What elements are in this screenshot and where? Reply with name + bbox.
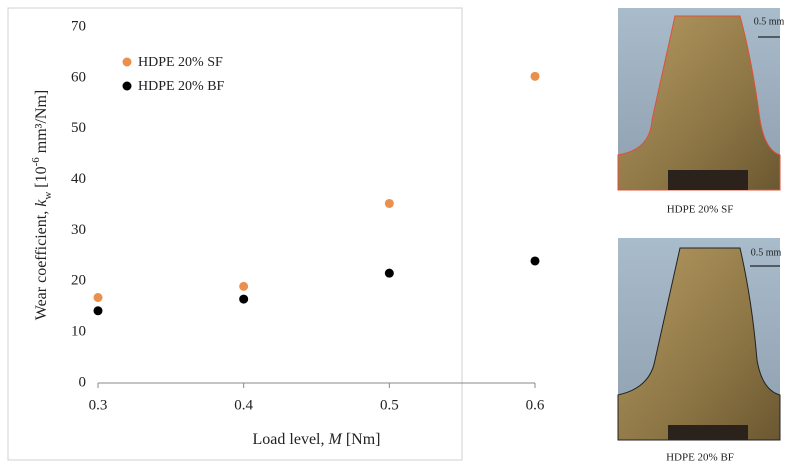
x-tick-label: 0.6 xyxy=(526,397,545,413)
tooth-profile xyxy=(617,247,781,441)
legend-marker xyxy=(122,81,132,91)
legend-marker xyxy=(122,57,132,67)
x-tick-label: 0.3 xyxy=(89,397,108,413)
data-point xyxy=(239,294,249,304)
photo-caption: HDPE 20% BF xyxy=(666,452,734,464)
y-label-part: Wear coefficient, xyxy=(33,207,50,320)
photo-shadow xyxy=(668,170,748,190)
y-tick-label: 60 xyxy=(71,69,86,85)
y-tick-label: 10 xyxy=(71,324,86,340)
y-tick-label: 30 xyxy=(71,222,86,238)
y-label-part: w xyxy=(42,192,54,200)
photo-shadow xyxy=(668,425,748,440)
y-label-part: k xyxy=(33,199,50,207)
data-point xyxy=(384,268,394,278)
y-axis-label: Wear coefficient, kw [10-6 mm³/Nm] xyxy=(30,90,54,321)
x-label-part: Load level, xyxy=(253,431,329,448)
tooth-profile xyxy=(617,15,781,191)
x-label-part: M xyxy=(327,431,343,448)
y-label-part: mm³/Nm] xyxy=(33,90,50,157)
scale-label: 0.5 mm xyxy=(751,247,782,258)
data-point xyxy=(384,198,394,208)
y-label-part: -6 xyxy=(30,157,42,167)
data-point xyxy=(530,71,540,81)
data-point xyxy=(239,281,249,291)
x-tick-label: 0.4 xyxy=(234,397,253,413)
x-axis-label: Load level, M [Nm] xyxy=(253,431,381,448)
y-tick-label: 0 xyxy=(79,374,87,390)
y-tick-label: 40 xyxy=(71,171,86,187)
x-label-part: [Nm] xyxy=(342,431,381,448)
y-tick-label: 70 xyxy=(71,18,86,34)
x-tick-label: 0.5 xyxy=(380,397,399,413)
legend-label: HDPE 20% SF xyxy=(138,55,223,70)
data-point xyxy=(93,293,103,303)
photo-1: 0.5 mm xyxy=(617,8,785,191)
chart-frame xyxy=(7,7,463,461)
scale-label: 0.5 mm xyxy=(754,16,785,27)
y-label-part: [10 xyxy=(33,166,50,191)
photo-caption: HDPE 20% SF xyxy=(667,204,734,216)
legend-label: HDPE 20% BF xyxy=(138,79,225,94)
y-tick-label: 20 xyxy=(71,273,86,289)
y-tick-label: 50 xyxy=(71,120,86,136)
photo-2: 0.5 mm xyxy=(617,238,782,441)
data-point xyxy=(93,306,103,316)
data-point xyxy=(530,256,540,266)
